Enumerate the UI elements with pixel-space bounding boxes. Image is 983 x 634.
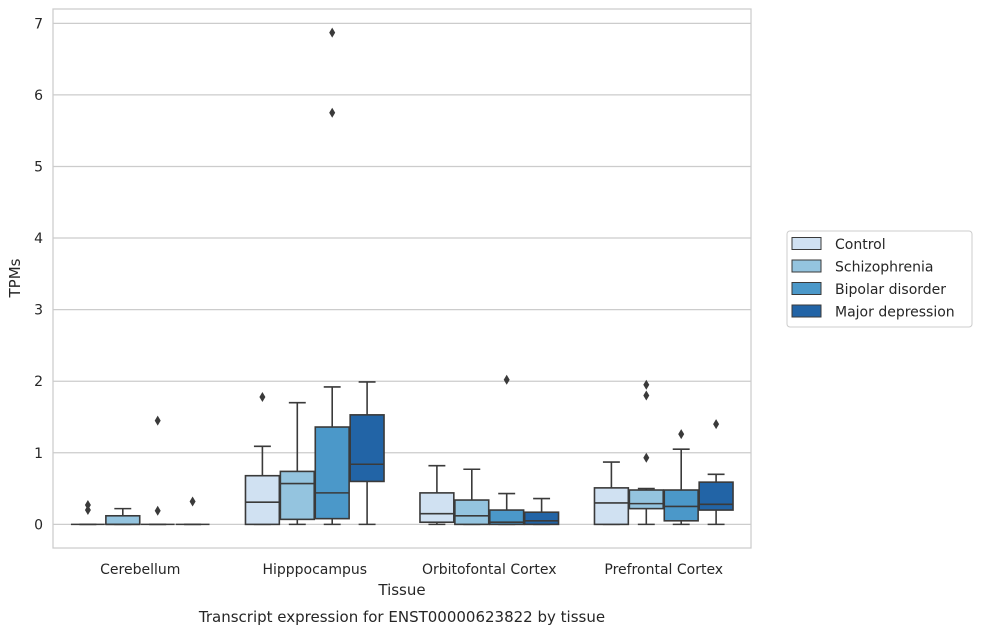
box-iqr	[698, 481, 734, 511]
x-tick-label: Cerebellum	[100, 562, 180, 578]
box-control	[244, 391, 281, 526]
outlier-point	[643, 379, 650, 390]
outlier-point	[678, 429, 685, 440]
box-iqr	[419, 492, 455, 524]
box-control	[419, 464, 455, 526]
y-axis-label: TPMs	[6, 258, 24, 298]
x-axis-label: Tissue	[377, 581, 425, 599]
y-tick-label: 6	[34, 88, 43, 104]
box-schizophrenia	[105, 507, 141, 526]
box-schizophrenia	[279, 401, 316, 526]
box-major-depression	[698, 419, 734, 526]
y-tick-label: 4	[34, 231, 43, 247]
box-major-depression	[523, 497, 560, 526]
outlier-point	[329, 107, 336, 118]
outlier-point	[643, 452, 650, 463]
box-major-depression	[349, 381, 385, 526]
legend-swatch	[791, 304, 822, 318]
outlier-point	[154, 505, 161, 516]
legend-frame	[786, 230, 973, 328]
box-control	[593, 461, 630, 526]
box-major-depression	[175, 496, 210, 526]
box-iqr	[105, 514, 141, 526]
outlier-point	[189, 496, 196, 507]
chart-caption: Transcript expression for ENST0000062382…	[198, 608, 605, 626]
x-tick-label: Orbitofontal Cortex	[422, 562, 557, 578]
box-iqr	[244, 474, 281, 526]
y-tick-label: 7	[34, 16, 43, 32]
boxes	[70, 27, 734, 526]
box-schizophrenia	[454, 468, 490, 526]
outlier-point	[84, 505, 91, 516]
x-tick-labels: Cerebellum Hipppocampus Orbitofontal Corte…	[100, 562, 723, 578]
legend-label: Control	[835, 237, 886, 253]
box-iqr	[349, 414, 385, 483]
box-iqr	[314, 426, 350, 520]
outlier-point	[259, 391, 266, 402]
legend-label: Schizophrenia	[835, 260, 933, 276]
box-iqr	[488, 509, 525, 526]
legend-swatch	[791, 237, 822, 250]
box-bipolar-disorder	[314, 27, 350, 526]
box-bipolar-disorder	[140, 415, 175, 526]
x-tick-label: Hipppocampus	[262, 562, 367, 578]
box-iqr	[628, 489, 665, 510]
box-iqr	[593, 487, 630, 526]
y-tick-label: 5	[34, 159, 43, 175]
box-control	[70, 500, 105, 526]
plot-frame	[52, 8, 752, 549]
outlier-point	[643, 390, 650, 401]
box-iqr	[279, 470, 316, 521]
x-tick-label: Prefrontal Cortex	[604, 562, 723, 578]
legend-swatch	[791, 259, 822, 273]
legend-label: Bipolar disorder	[835, 282, 946, 298]
y-tick-labels: 0 1 2 3 4 5 6 7	[34, 16, 43, 533]
y-tick-label: 3	[34, 303, 43, 319]
legend: Control Schizophrenia Bipolar disorder Majo…	[786, 230, 973, 328]
legend-swatch	[791, 282, 822, 295]
outlier-point	[329, 27, 336, 38]
gridlines	[53, 22, 751, 526]
box-iqr	[523, 511, 560, 526]
legend-label: Major depression	[835, 305, 955, 321]
outlier-point	[154, 415, 161, 426]
y-tick-label: 0	[34, 517, 43, 533]
box-bipolar-disorder	[488, 374, 525, 526]
outlier-point	[503, 374, 510, 385]
box-bipolar-disorder	[663, 429, 699, 526]
y-tick-label: 2	[34, 374, 43, 390]
outlier-point	[84, 500, 91, 511]
box-iqr	[663, 489, 699, 522]
box-iqr	[454, 499, 490, 526]
y-tick-label: 1	[34, 446, 43, 462]
outlier-point	[713, 419, 720, 430]
box-schizophrenia	[628, 379, 665, 526]
